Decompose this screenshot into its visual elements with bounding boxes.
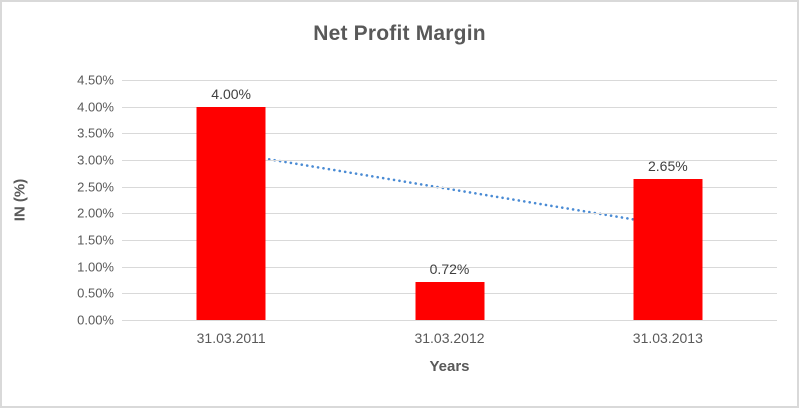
y-axis-tick-label: 3.00% (77, 152, 114, 168)
gridline (122, 186, 777, 188)
gridline (122, 266, 777, 268)
y-axis-tick-label: 2.00% (77, 205, 114, 221)
bar-31.03.2011 (196, 106, 266, 320)
y-axis-tick-label: 0.50% (77, 285, 114, 301)
gridline (122, 133, 777, 135)
bar-31.03.2013 (633, 178, 703, 320)
data-label: 2.65% (647, 157, 688, 174)
gridline (122, 106, 777, 108)
y-axis-tick-label: 4.50% (77, 72, 114, 88)
y-axis-tick-label: 1.50% (77, 232, 114, 248)
y-axis-tick-label: 2.50% (77, 179, 114, 195)
plot-area: 4.00% 0.72% 2.65% (122, 80, 777, 321)
bar-31.03.2012 (415, 281, 484, 320)
x-axis-title: Years (429, 358, 470, 375)
gridline (122, 320, 777, 321)
chart-title: Net Profit Margin (313, 22, 486, 45)
data-label: 4.00% (211, 85, 252, 102)
y-axis-tick-label: 0.00% (77, 312, 114, 328)
gridline (122, 213, 777, 215)
data-label: 0.72% (429, 260, 470, 277)
x-axis-tick-label: 31.03.2012 (414, 330, 485, 346)
gridline (122, 240, 777, 241)
y-axis-tick-label: 3.50% (77, 125, 114, 141)
gridline (122, 160, 777, 161)
y-axis-tick-label: 1.00% (77, 259, 114, 275)
gridline (122, 80, 777, 81)
x-axis-tick-label: 31.03.2013 (632, 330, 703, 346)
y-axis-tick-label: 4.00% (77, 99, 114, 115)
x-axis-tick-label: 31.03.2011 (196, 330, 266, 346)
